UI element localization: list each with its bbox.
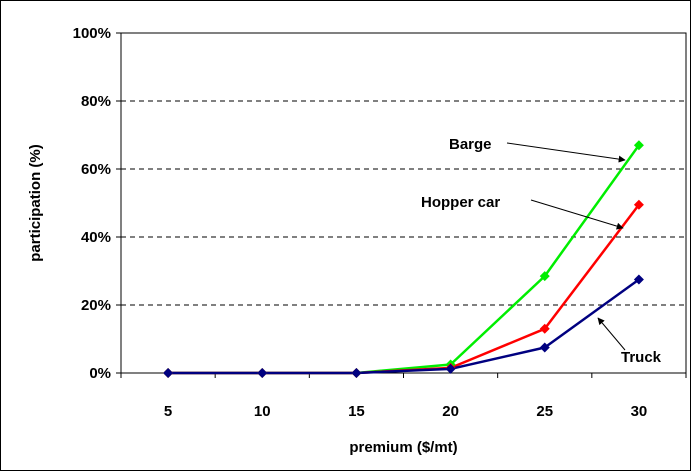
y-tick-label: 60% — [81, 161, 111, 178]
gridlines — [121, 100, 686, 306]
annotation-arrow — [506, 142, 626, 163]
annotation-arrows — [506, 142, 626, 351]
marker-truck — [633, 274, 644, 285]
marker-truck — [351, 368, 362, 378]
marker-truck — [257, 368, 268, 378]
annotation-barge: Barge — [449, 136, 492, 153]
labels-group: 0% 20% 40% 60% 80% 100% 5 10 15 20 25 30 — [73, 25, 648, 420]
y-axis-title: participation (%) — [27, 144, 44, 262]
marker-truck — [539, 342, 550, 353]
x-tick-label: 10 — [254, 403, 271, 420]
marker-truck — [445, 363, 456, 374]
y-tick-label: 80% — [81, 93, 111, 110]
x-tick-label: 15 — [348, 403, 365, 420]
marker-hopper-car — [633, 199, 644, 210]
x-tick-label: 20 — [442, 403, 459, 420]
marker-hopper-car — [539, 323, 550, 334]
series-group — [163, 140, 644, 378]
series-line-truck — [168, 278, 640, 375]
x-tick-label: 25 — [536, 403, 553, 420]
annotation-arrow — [530, 199, 624, 230]
marker-barge — [539, 271, 550, 282]
annotation-truck: Truck — [621, 349, 662, 366]
y-tick-label: 100% — [73, 25, 111, 42]
x-axis-title: premium ($/mt) — [349, 439, 457, 456]
x-tick-label: 5 — [164, 403, 172, 420]
y-tick-label: 40% — [81, 229, 111, 246]
marker-barge — [633, 140, 644, 151]
y-tick-label: 0% — [89, 365, 111, 382]
x-tick-label: 30 — [631, 403, 648, 420]
marker-truck — [163, 368, 174, 378]
axes — [116, 32, 687, 378]
annotation-arrow — [597, 317, 626, 351]
annotation-hopper-car: Hopper car — [421, 194, 500, 211]
y-tick-label: 20% — [81, 297, 111, 314]
